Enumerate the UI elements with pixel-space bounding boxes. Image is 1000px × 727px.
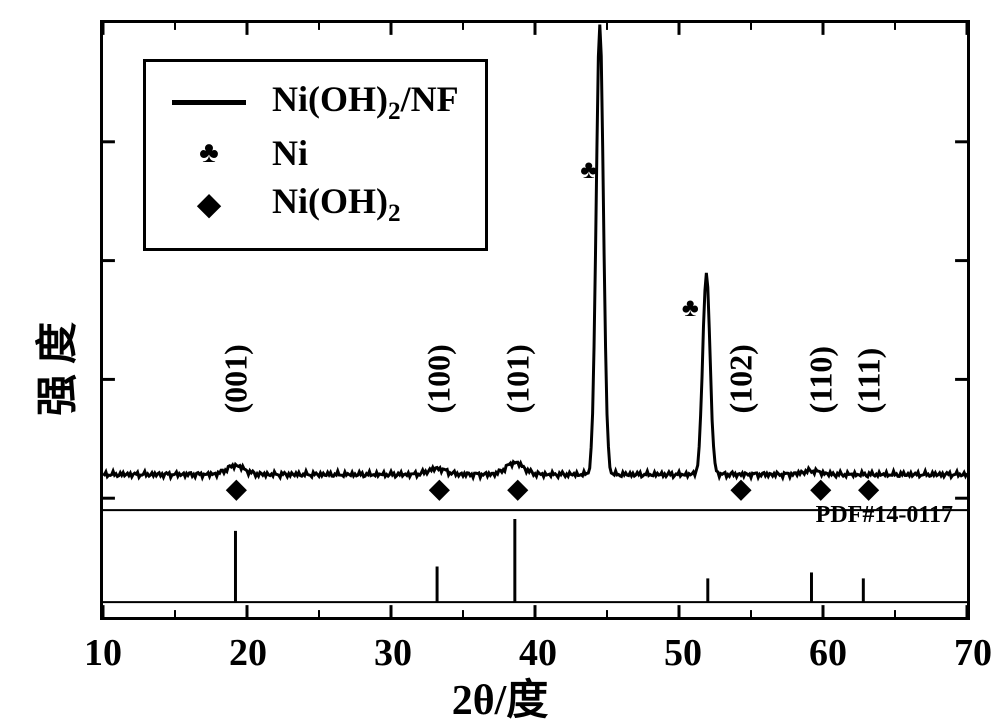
legend-label-sample: Ni(OH)2/NF (272, 78, 459, 126)
hkl-label: (102) (723, 344, 760, 413)
plot-area: Ni(OH)2/NF ♣ Ni ◆ Ni(OH)2 (001)◆(100)◆(1… (100, 20, 970, 620)
diamond-icon: ◆ (405, 474, 474, 504)
peak-marker-nioh2: (101)◆ (483, 395, 552, 504)
peak-marker-nioh2: (111)◆ (836, 395, 902, 504)
legend-item-sample: Ni(OH)2/NF (172, 78, 459, 126)
diamond-icon: ◆ (202, 474, 271, 504)
hkl-label: (001) (218, 344, 255, 413)
peak-marker-nioh2: (001)◆ (202, 395, 271, 504)
peak-marker-nioh2: (102)◆ (706, 395, 775, 504)
legend: Ni(OH)2/NF ♣ Ni ◆ Ni(OH)2 (143, 59, 488, 251)
x-tick-label: 20 (229, 631, 267, 675)
legend-line-marker (172, 100, 246, 105)
hkl-label: (101) (499, 344, 536, 413)
pdf-card-label: PDF#14-0117 (816, 502, 953, 529)
diamond-icon: ◆ (836, 474, 902, 504)
peak-marker-ni: ♣ (682, 293, 699, 323)
legend-item-nioh2: ◆ Ni(OH)2 (172, 180, 459, 228)
peak-marker-nioh2: (100)◆ (405, 395, 474, 504)
x-tick-label: 70 (954, 631, 992, 675)
club-icon: ♣ (682, 293, 699, 323)
diamond-icon: ◆ (483, 474, 552, 504)
legend-item-ni: ♣ Ni (172, 132, 459, 174)
y-axis-label: 强度 (24, 311, 85, 415)
legend-label-nioh2: Ni(OH)2 (272, 180, 401, 228)
legend-label-ni: Ni (272, 132, 308, 174)
hkl-label: (110) (802, 346, 839, 414)
xrd-chart: 强度 Ni(OH)2/NF ♣ Ni ◆ Ni(OH)2 (001)◆(100 (0, 0, 1000, 727)
x-tick-label: 10 (84, 631, 122, 675)
diamond-icon: ◆ (706, 474, 775, 504)
hkl-label: (100) (421, 344, 458, 413)
x-tick-label: 50 (664, 631, 702, 675)
x-tick-label: 60 (809, 631, 847, 675)
x-axis-label: 2θ/度 (452, 666, 549, 727)
club-icon: ♣ (580, 155, 597, 185)
peak-marker-ni: ♣ (580, 155, 597, 185)
x-tick-label: 30 (374, 631, 412, 675)
diamond-icon: ◆ (172, 187, 246, 222)
hkl-label: (111) (850, 348, 887, 414)
club-icon: ♣ (172, 136, 246, 170)
